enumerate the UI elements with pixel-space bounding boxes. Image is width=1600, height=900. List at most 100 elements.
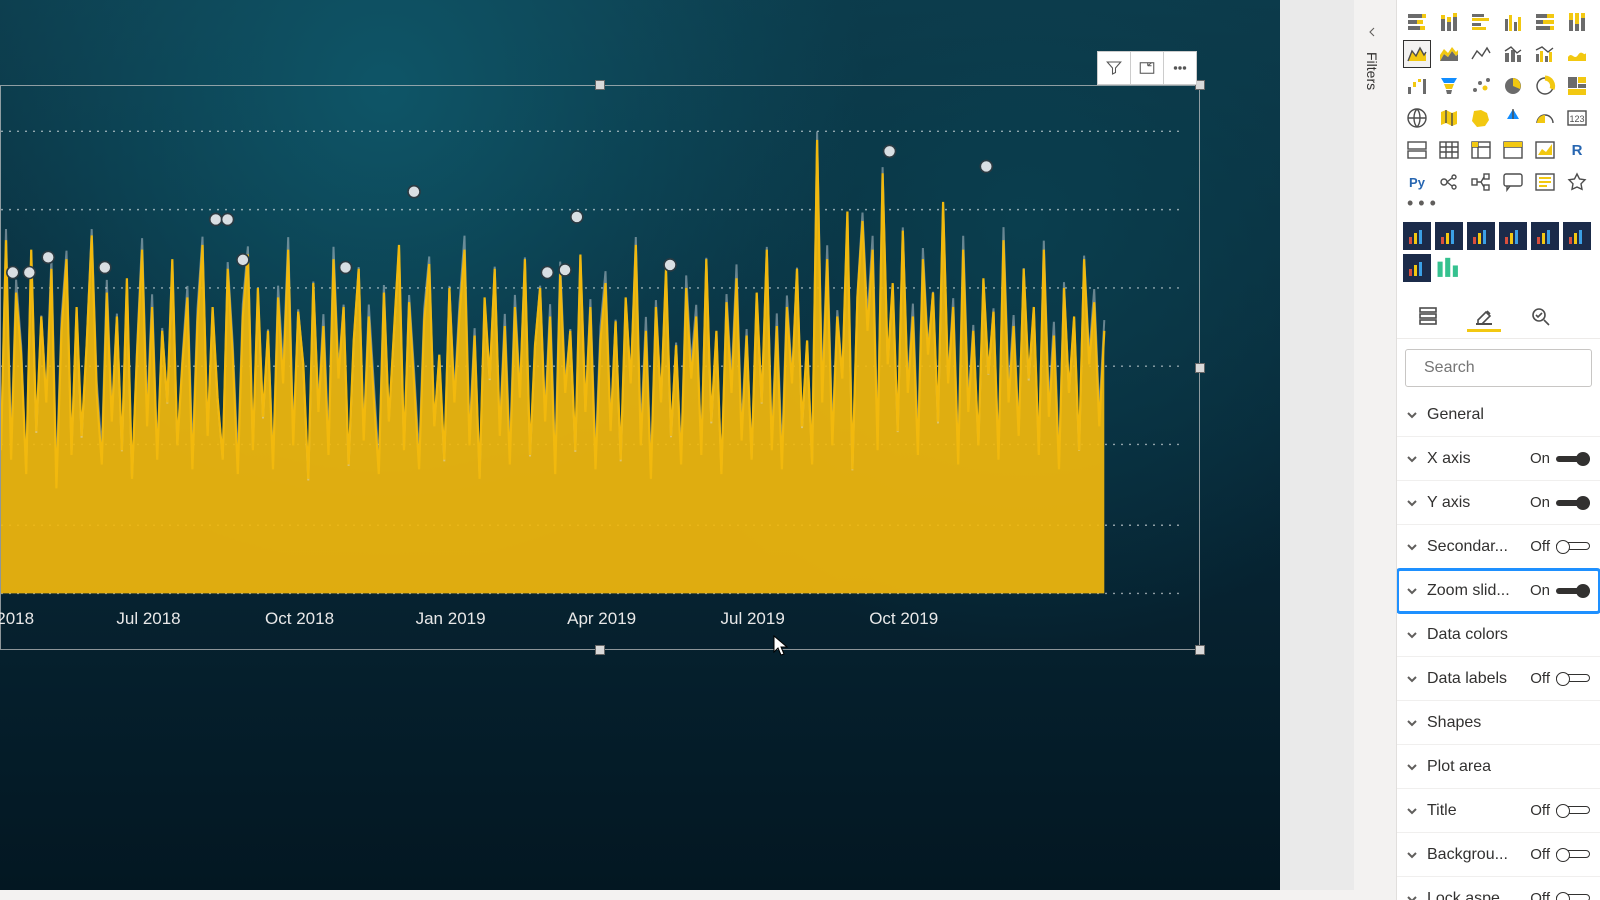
visual-filter-button[interactable] <box>1097 51 1131 85</box>
format-card-y_axis[interactable]: Y axisOn <box>1397 481 1600 525</box>
format-card-label: General <box>1427 406 1590 424</box>
viz-type-stacked-area[interactable] <box>1435 40 1463 68</box>
viz-type-kpi[interactable] <box>1531 136 1559 164</box>
area-chart[interactable]: 2018Jul 2018Oct 2018Jan 2019Apr 2019Jul … <box>1 96 1181 641</box>
gallery-more[interactable]: • • • <box>1397 198 1600 212</box>
viz-type-100pct-column[interactable] <box>1563 8 1591 36</box>
viz-type-stacked-bar[interactable] <box>1403 8 1431 36</box>
viz-type-funnel[interactable] <box>1435 72 1463 100</box>
viz-type-decomposition[interactable] <box>1467 168 1495 196</box>
viz-type-r-visual[interactable]: R <box>1563 136 1591 164</box>
filters-pane-collapsed[interactable]: Filters <box>1354 0 1390 120</box>
report-page[interactable]: 2018Jul 2018Oct 2018Jan 2019Apr 2019Jul … <box>0 0 1280 890</box>
more-options-button[interactable] <box>1163 51 1197 85</box>
focus-mode-button[interactable] <box>1130 51 1164 85</box>
chevron-down-icon <box>1405 760 1419 774</box>
custom-visuals-row <box>1397 212 1600 286</box>
format-card-label: Backgrou... <box>1427 846 1522 864</box>
funnel-icon <box>1105 59 1123 77</box>
custom-visual[interactable] <box>1467 222 1495 250</box>
visualizations-pane: 123RPy • • • GeneralX axisOnY axisOnSeco… <box>1396 0 1600 900</box>
custom-visual[interactable] <box>1403 222 1431 250</box>
format-card-general[interactable]: General <box>1397 393 1600 437</box>
toggle[interactable]: On <box>1530 450 1590 467</box>
format-card-label: Data labels <box>1427 670 1522 688</box>
viz-type-py-visual[interactable]: Py <box>1403 168 1431 196</box>
format-card-x_axis[interactable]: X axis On <box>1397 437 1600 481</box>
viz-type-clustered-column[interactable] <box>1499 8 1527 36</box>
format-search[interactable] <box>1405 349 1592 387</box>
format-card-lock_aspect[interactable]: Lock aspe...Off <box>1397 877 1600 900</box>
viz-type-qna[interactable] <box>1499 168 1527 196</box>
analytics-tab[interactable] <box>1523 302 1557 332</box>
search-input[interactable] <box>1422 358 1600 378</box>
viz-type-azure-map[interactable] <box>1499 104 1527 132</box>
toggle-state: Off <box>1530 802 1550 819</box>
toggle[interactable]: Off <box>1530 846 1590 863</box>
format-tab[interactable] <box>1467 302 1501 332</box>
viz-type-card[interactable]: 123 <box>1563 104 1591 132</box>
toggle[interactable]: On <box>1530 494 1590 511</box>
viz-type-filled-map[interactable] <box>1435 104 1463 132</box>
viz-type-slicer[interactable] <box>1499 136 1527 164</box>
viz-type-scatter[interactable] <box>1467 72 1495 100</box>
custom-visual-special[interactable] <box>1435 254 1463 282</box>
viz-type-treemap[interactable] <box>1563 72 1591 100</box>
viz-type-matrix[interactable] <box>1467 136 1495 164</box>
custom-visual[interactable] <box>1563 222 1591 250</box>
viz-type-line[interactable] <box>1467 40 1495 68</box>
custom-visual[interactable] <box>1531 222 1559 250</box>
viz-type-clustered-bar[interactable] <box>1467 8 1495 36</box>
format-card-label: X axis <box>1427 450 1522 468</box>
viz-type-key-influencers[interactable] <box>1435 168 1463 196</box>
viz-type-smart-narrative[interactable] <box>1531 168 1559 196</box>
resize-handle-bottom-right[interactable] <box>1195 645 1205 655</box>
format-card-plot_area[interactable]: Plot area <box>1397 745 1600 789</box>
custom-visual[interactable] <box>1435 222 1463 250</box>
viz-type-table[interactable] <box>1435 136 1463 164</box>
viz-type-waterfall[interactable] <box>1403 72 1431 100</box>
format-card-zoom_slider[interactable]: Zoom slid...On <box>1397 569 1600 613</box>
toggle[interactable]: On <box>1530 582 1590 599</box>
toggle[interactable]: Off <box>1530 670 1590 687</box>
expand-left-icon <box>1364 24 1380 40</box>
svg-text:R: R <box>1572 142 1583 159</box>
resize-handle-bottom[interactable] <box>595 645 605 655</box>
viz-type-get-more[interactable] <box>1563 168 1591 196</box>
custom-visual[interactable] <box>1403 254 1431 282</box>
toggle-state: On <box>1530 582 1550 599</box>
viz-type-stacked-column[interactable] <box>1435 8 1463 36</box>
canvas-area: 2018Jul 2018Oct 2018Jan 2019Apr 2019Jul … <box>0 0 1280 890</box>
viz-type-map[interactable] <box>1403 104 1431 132</box>
toggle[interactable]: Off <box>1530 538 1590 555</box>
format-card-secondary[interactable]: Secondar...Off <box>1397 525 1600 569</box>
chevron-down-icon <box>1405 672 1419 686</box>
viz-type-gauge[interactable] <box>1531 104 1559 132</box>
viz-type-line-clustered[interactable] <box>1531 40 1559 68</box>
viz-type-multi-row-card[interactable] <box>1403 136 1431 164</box>
x-axis-tick: Jul 2019 <box>721 609 785 629</box>
viz-type-area[interactable] <box>1403 40 1431 68</box>
viz-type-line-stacked[interactable] <box>1499 40 1527 68</box>
custom-visual[interactable] <box>1499 222 1527 250</box>
format-card-data_labels[interactable]: Data labels Off <box>1397 657 1600 701</box>
format-card-shapes[interactable]: Shapes <box>1397 701 1600 745</box>
fields-tab[interactable] <box>1411 302 1445 332</box>
x-axis-labels: 2018Jul 2018Oct 2018Jan 2019Apr 2019Jul … <box>1 609 1181 633</box>
format-card-title[interactable]: TitleOff <box>1397 789 1600 833</box>
viz-type-100pct-bar[interactable] <box>1531 8 1559 36</box>
chevron-down-icon <box>1405 892 1419 900</box>
toggle[interactable]: Off <box>1530 802 1590 819</box>
viz-type-pie[interactable] <box>1499 72 1527 100</box>
visual-selection-frame[interactable]: 2018Jul 2018Oct 2018Jan 2019Apr 2019Jul … <box>0 85 1200 650</box>
resize-handle-top[interactable] <box>595 80 605 90</box>
filters-label: Filters <box>1364 52 1380 90</box>
format-card-background[interactable]: Backgrou... Off <box>1397 833 1600 877</box>
viz-type-ribbon[interactable] <box>1563 40 1591 68</box>
toggle[interactable]: Off <box>1530 890 1590 900</box>
format-card-data_colors[interactable]: Data colors <box>1397 613 1600 657</box>
viz-type-shape-map[interactable] <box>1467 104 1495 132</box>
x-axis-tick: Jul 2018 <box>116 609 180 629</box>
resize-handle-right[interactable] <box>1195 363 1205 373</box>
viz-type-donut[interactable] <box>1531 72 1559 100</box>
